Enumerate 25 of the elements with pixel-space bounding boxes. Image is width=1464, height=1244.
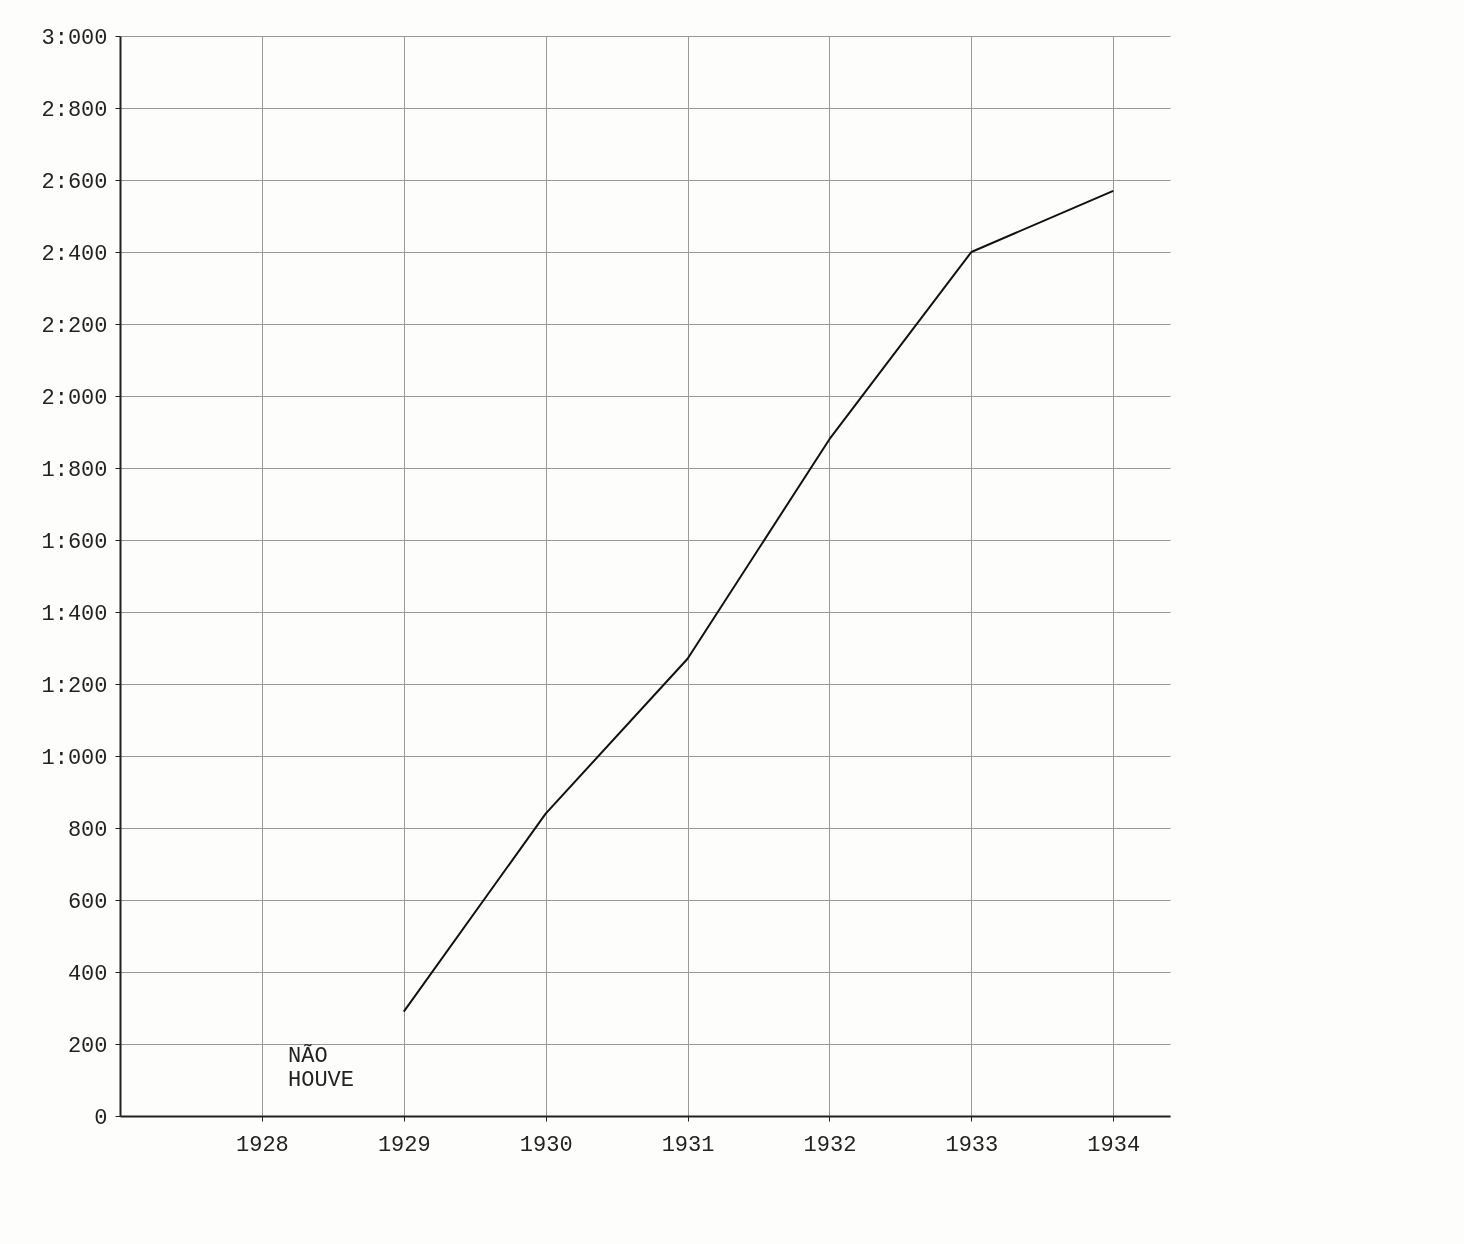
y-tick-label: 2:400: [41, 241, 108, 267]
y-tick-label: 1:400: [41, 601, 108, 627]
y-tick-label: 0: [94, 1105, 108, 1131]
y-tick-label: 600: [67, 889, 108, 915]
x-tick-label: 1930: [519, 1132, 573, 1158]
x-tick-label: 1934: [1087, 1132, 1141, 1158]
y-tick-label: 2:600: [41, 169, 108, 195]
y-tick-label: 2:200: [41, 313, 108, 339]
x-tick-label: 1929: [377, 1132, 431, 1158]
y-tick-label: 400: [67, 961, 108, 987]
y-tick-label: 1:600: [41, 529, 108, 555]
y-tick-label: 1:800: [41, 457, 108, 483]
y-tick-label: 800: [67, 817, 108, 843]
x-tick-label: 1933: [945, 1132, 999, 1158]
x-tick-label: 1932: [803, 1132, 857, 1158]
line-series: [402, 189, 1115, 1013]
y-tick-label: 1:200: [41, 673, 108, 699]
y-tick-label: 200: [67, 1033, 108, 1059]
y-tick-label: 1:000: [41, 745, 108, 771]
x-tick-label: 1928: [235, 1132, 289, 1158]
y-tick-label: 2:000: [41, 385, 108, 411]
x-tick-label: 1931: [661, 1132, 715, 1158]
annotation: NÃO HOUVE: [288, 1043, 355, 1094]
y-tick-label: 2:800: [41, 97, 108, 123]
y-tick-label: 3:000: [41, 25, 108, 51]
